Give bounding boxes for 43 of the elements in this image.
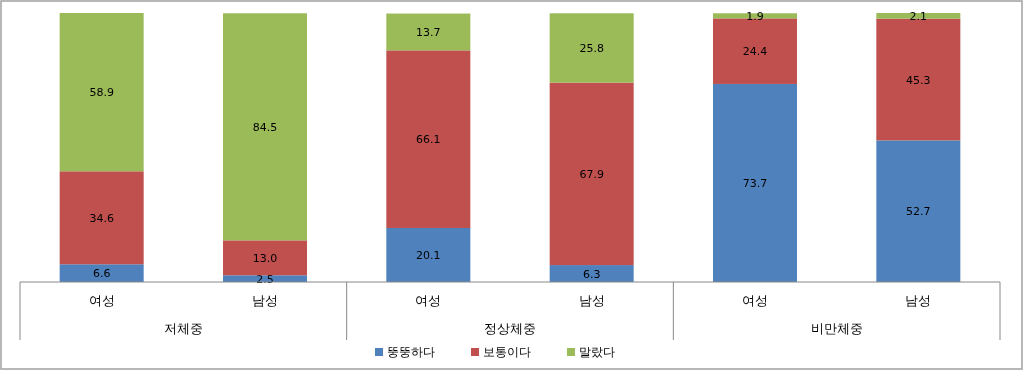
x-tick-label: 남성 [252, 293, 278, 308]
data-label: 20.1 [416, 248, 441, 262]
x-tick-label: 남성 [578, 293, 605, 308]
bar [223, 240, 307, 276]
legend-label: 뚱뚱하다 [387, 345, 435, 359]
bar [223, 13, 307, 241]
data-label: 73.7 [742, 176, 768, 190]
data-label: 13.7 [416, 25, 441, 39]
bar [386, 13, 471, 51]
data-label: 34.6 [89, 211, 114, 225]
bar [59, 264, 144, 282]
data-label: 58.9 [89, 86, 114, 100]
bar [59, 171, 144, 265]
data-label: 6.3 [582, 267, 601, 281]
bar [386, 50, 471, 228]
bar [876, 140, 961, 282]
x-tick-label: 남성 [905, 293, 932, 308]
x-tick-label: 여성 [742, 293, 768, 308]
bar [713, 18, 797, 84]
legend-label: 보통이다 [483, 345, 531, 359]
bar [549, 13, 634, 83]
x-tick-label: 여성 [415, 293, 442, 308]
text: 저체중 [163, 321, 203, 336]
data-label: 66.1 [416, 133, 441, 147]
legend-label: 말랐다 [579, 345, 615, 359]
bar [713, 83, 797, 282]
bar [59, 13, 144, 172]
bar [713, 13, 797, 19]
x-tick-label: 여성 [88, 293, 115, 308]
bar [549, 82, 634, 266]
data-label: 67.9 [579, 167, 604, 181]
bar [386, 227, 471, 282]
data-label: 24.4 [742, 45, 768, 59]
bar [876, 13, 961, 19]
data-label: 52.7 [906, 205, 931, 219]
data-label: 6.6 [92, 267, 111, 281]
data-label: 25.8 [579, 41, 604, 55]
data-label: 84.5 [252, 120, 278, 134]
text: 비만체중 [810, 321, 863, 336]
bar [876, 18, 961, 141]
text: 정상체중 [484, 321, 536, 336]
data-label: 13.0 [252, 251, 278, 265]
data-label: 45.3 [906, 73, 931, 87]
